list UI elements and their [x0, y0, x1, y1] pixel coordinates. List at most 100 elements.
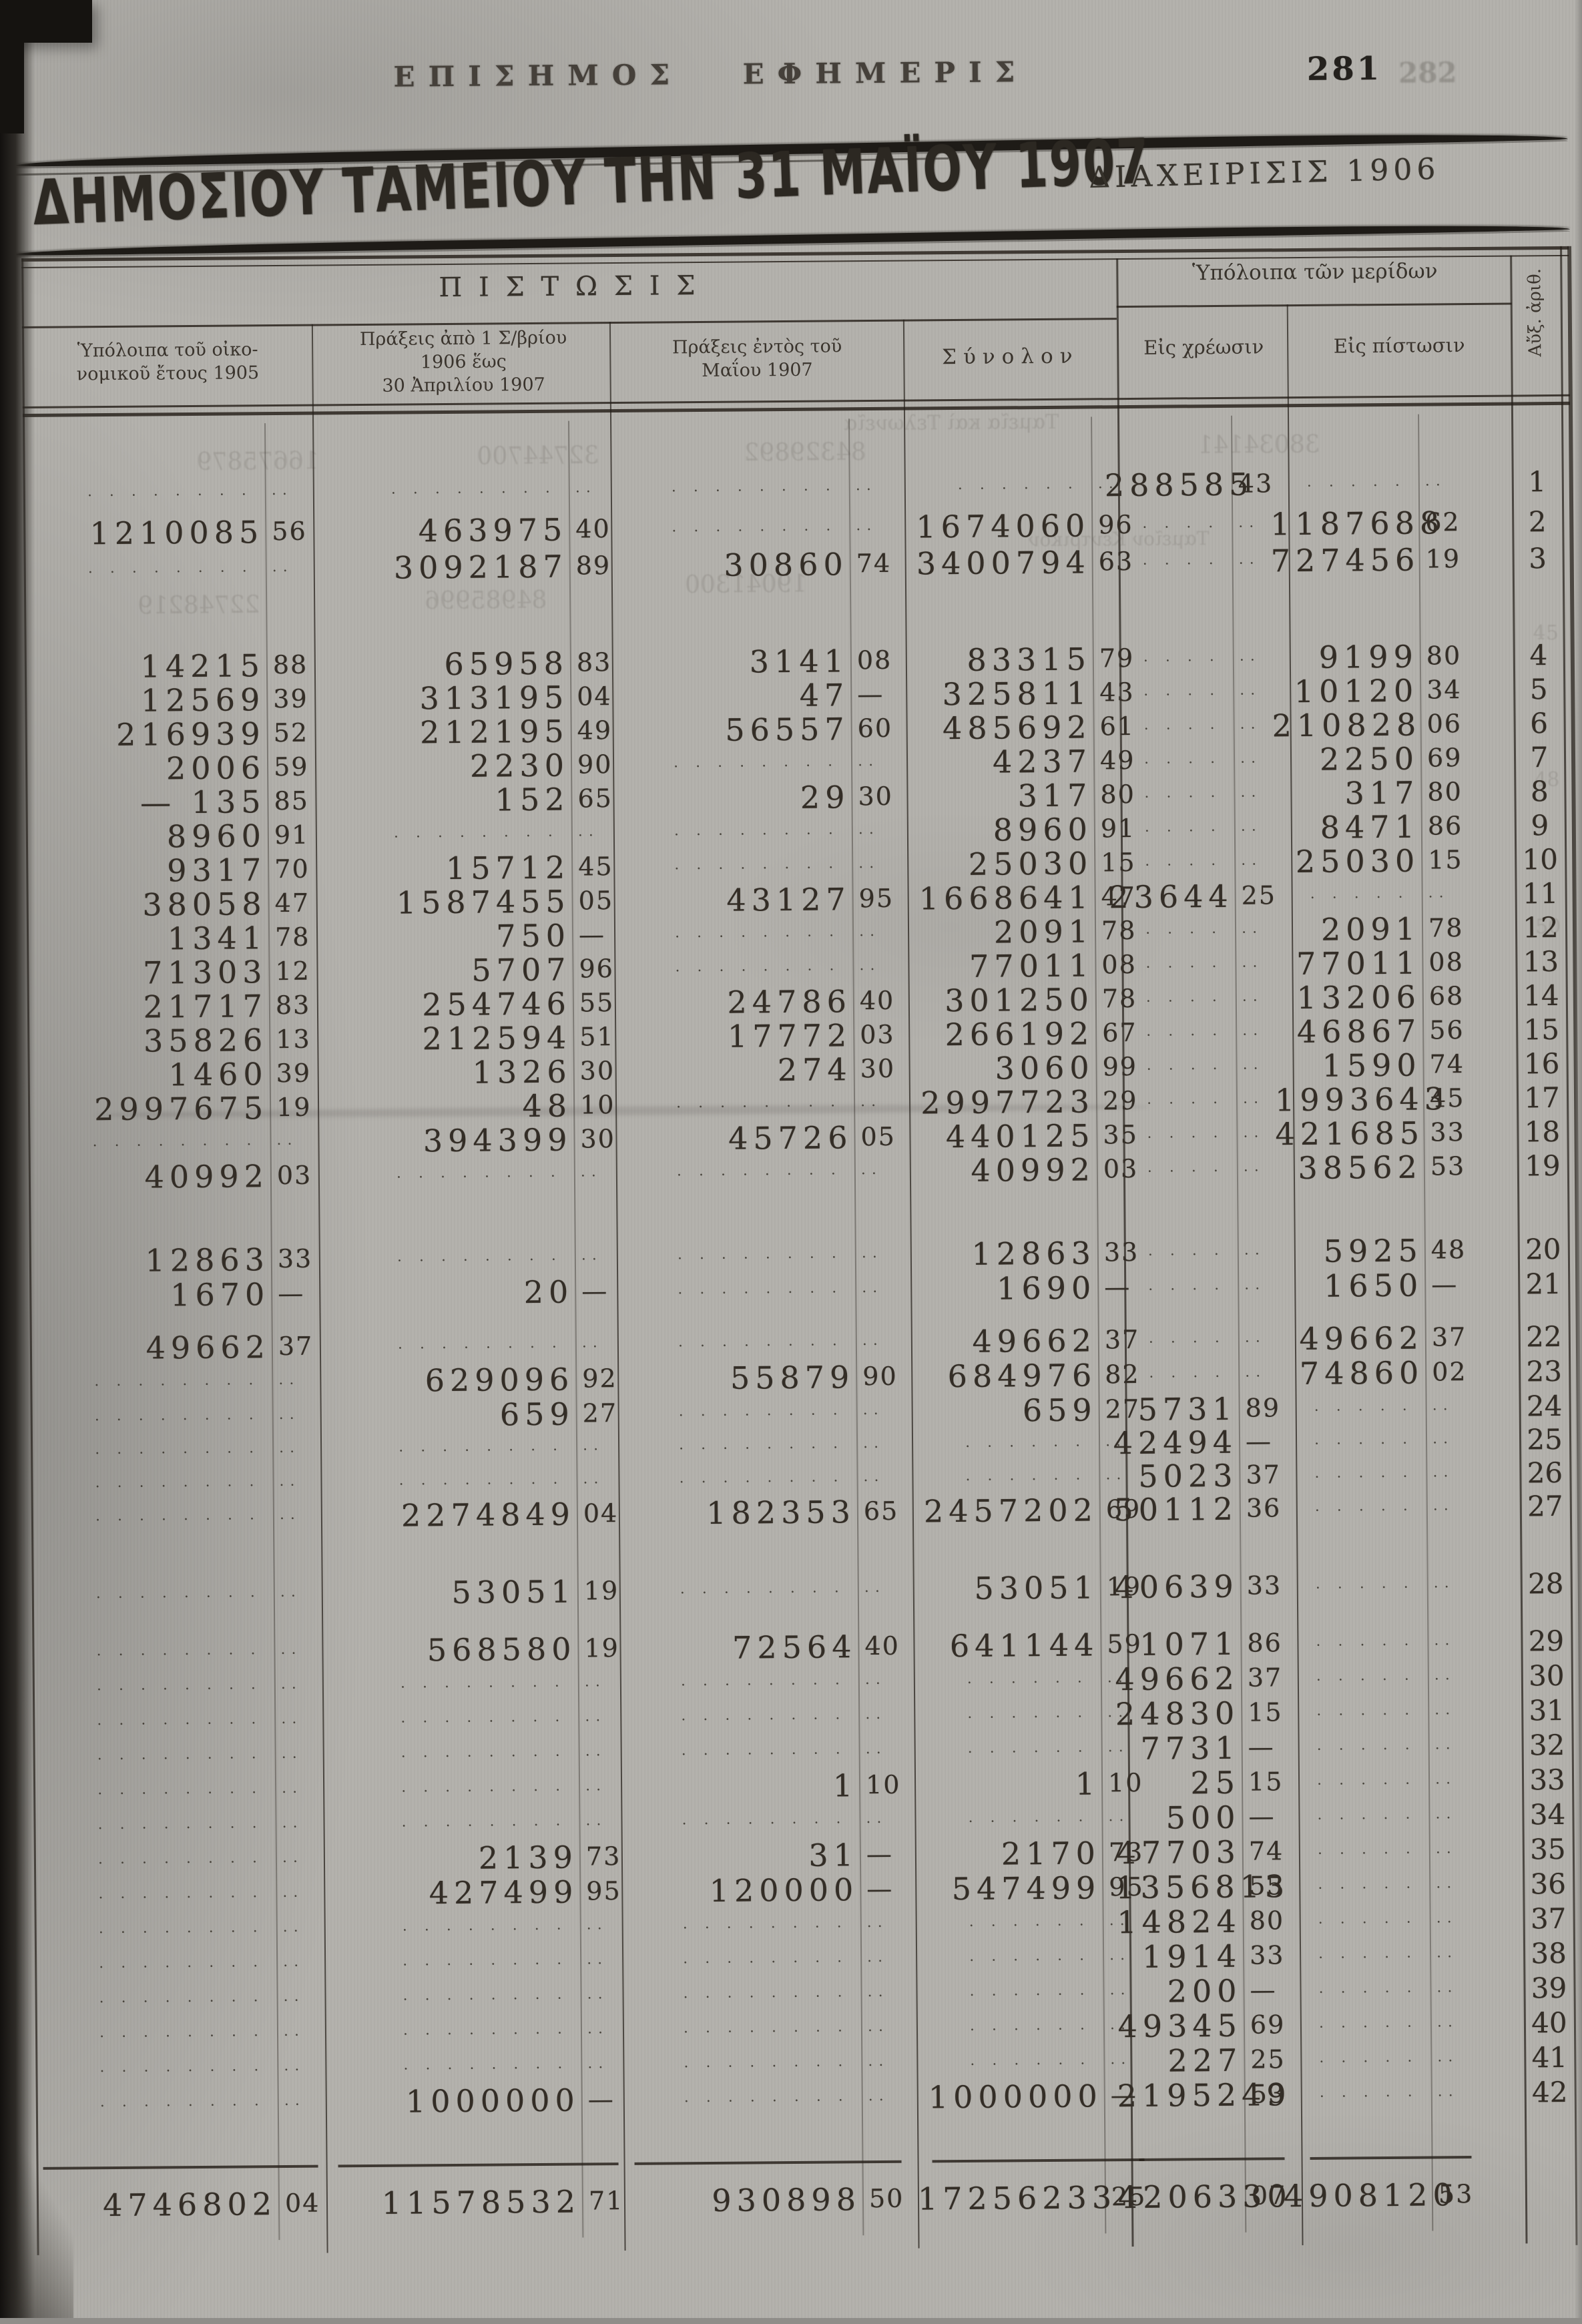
amount-int: 10120 [1294, 672, 1419, 710]
amount-cents: .. [283, 1953, 305, 1971]
amount-int: ........ [680, 1671, 857, 1690]
amount-cents: .. [1243, 1158, 1265, 1175]
amount-cents: .. [1242, 954, 1264, 971]
row-number: 2 [1528, 505, 1547, 539]
amount-cents: .. [1240, 715, 1262, 733]
amount-int: 2195249 [1117, 2076, 1292, 2114]
amount-cents: — [1248, 1732, 1275, 1762]
amount-int: ..... [1318, 1944, 1429, 1962]
amount-cents: 59 [273, 752, 309, 782]
row-number: 24 [1526, 1389, 1563, 1423]
amount-int: 317 [1344, 774, 1420, 812]
amount-cents: .. [864, 1671, 886, 1689]
amount-cents: .. [585, 1743, 607, 1760]
amount-cents: 37 [1246, 1460, 1281, 1490]
amount-int: 11578532 [381, 2183, 581, 2221]
amount-int: 2250 [1319, 740, 1420, 778]
amount-int: .... [1147, 1241, 1236, 1259]
amount-int: 50112 [1113, 1490, 1239, 1528]
amount-cents: 73 [585, 1841, 621, 1871]
row-number: 18 [1524, 1115, 1561, 1149]
row-number: 14 [1523, 978, 1559, 1012]
amount-cents: .. [1242, 1090, 1265, 1107]
amount-int: 13206 [1296, 978, 1422, 1016]
amount-cents: .. [1238, 551, 1260, 568]
table-line [338, 2162, 619, 2168]
amount-int: 17256233 [917, 2179, 1117, 2217]
amount-int: 485692 [942, 709, 1092, 747]
amount-int: ........ [399, 1470, 575, 1489]
amount-int: 74860 [1299, 1354, 1424, 1392]
amount-int: ........ [679, 1435, 856, 1454]
amount-cents: 51 [579, 1022, 615, 1052]
amount-int: 427499 [429, 1873, 579, 1912]
row-number: 19 [1524, 1149, 1561, 1183]
amount-int: 684976 [947, 1357, 1097, 1395]
amount-cents: 15 [1428, 845, 1463, 875]
row-number: 21 [1525, 1267, 1562, 1301]
amount-int: 9317 [167, 852, 267, 889]
amount-int: 2274849 [401, 1496, 576, 1534]
amount-int: ........ [678, 1279, 854, 1298]
amount-cents: .. [1434, 1701, 1457, 1719]
amount-cents: 15 [1248, 1697, 1283, 1727]
amount-cents: 10 [865, 1769, 901, 1800]
amount-int: ...... [957, 475, 1090, 494]
amount-int: 1460 [168, 1056, 268, 1093]
bleed-through-text: 22748219 [138, 591, 260, 620]
amount-cents: .. [1434, 1736, 1457, 1753]
amount-int: .... [1145, 852, 1234, 870]
amount-cents: .. [862, 1401, 884, 1419]
amount-int: ........ [97, 1780, 274, 1799]
amount-int: .... [1143, 750, 1233, 768]
row-number: 29 [1528, 1624, 1565, 1658]
amount-int: 42494 [1113, 1424, 1238, 1462]
amount-int: 1914 [1141, 1938, 1242, 1975]
amount-int: ...... [965, 1433, 1098, 1451]
amount-int: 25030 [1295, 842, 1420, 880]
amount-int: ........ [403, 1951, 579, 1970]
amount-int: 45726 [728, 1119, 853, 1157]
amount-int: 40992 [144, 1158, 270, 1195]
amount-int: 317 [1017, 777, 1093, 814]
row-number: 23 [1526, 1354, 1563, 1388]
amount-cents: 30 [860, 1053, 896, 1084]
amount-cents: 95 [858, 883, 894, 914]
row-number: 1 [1528, 465, 1547, 499]
amount-int: .... [1143, 647, 1232, 665]
amount-int: ........ [680, 1579, 856, 1598]
row-number: 31 [1529, 1693, 1565, 1727]
amount-int: 1356813 [1115, 1868, 1290, 1906]
bleed-through-text: 84985996 [424, 586, 547, 615]
amount-cents: .. [1432, 1497, 1455, 1514]
amount-cents: 53 [1250, 2079, 1286, 2109]
amount-int: 2457202 [923, 1492, 1099, 1530]
amount-int: 274 [777, 1051, 852, 1089]
amount-int: ........ [396, 1163, 573, 1182]
amount-int: .... [1145, 920, 1234, 938]
amount-cents: 13 [276, 1024, 311, 1055]
amount-cents: 30 [580, 1124, 616, 1154]
amount-int: 930898 [712, 2181, 862, 2219]
amount-int: 31 [808, 1837, 859, 1873]
amount-cents: 80 [1249, 1906, 1285, 1936]
column-header-line: Πράξεις ἀπὸ 1 Σ/βρίου [359, 327, 567, 350]
bleed-through-text: 32744700 [477, 442, 599, 471]
row-number: 20 [1525, 1232, 1561, 1266]
amount-cents: 90 [577, 750, 613, 780]
amount-cents: 49 [577, 715, 613, 746]
amount-int: ...... [969, 1912, 1101, 1930]
amount-int: ........ [99, 2092, 276, 2111]
amount-int: ........ [676, 1161, 853, 1180]
amount-cents: 91 [274, 820, 310, 850]
amount-int: .... [1147, 1158, 1236, 1176]
amount-int: 1071 [1139, 1625, 1240, 1663]
amount-int: 53051 [974, 1569, 1099, 1607]
amount-int: 83315 [967, 641, 1092, 678]
amount-int: 1 [1075, 1765, 1101, 1802]
amount-int: .... [1147, 1124, 1236, 1142]
amount-int: 53051 [451, 1573, 577, 1611]
amount-cents: 37 [1247, 1663, 1283, 1693]
amount-cents: .. [577, 823, 599, 840]
amount-int: ........ [87, 559, 264, 577]
